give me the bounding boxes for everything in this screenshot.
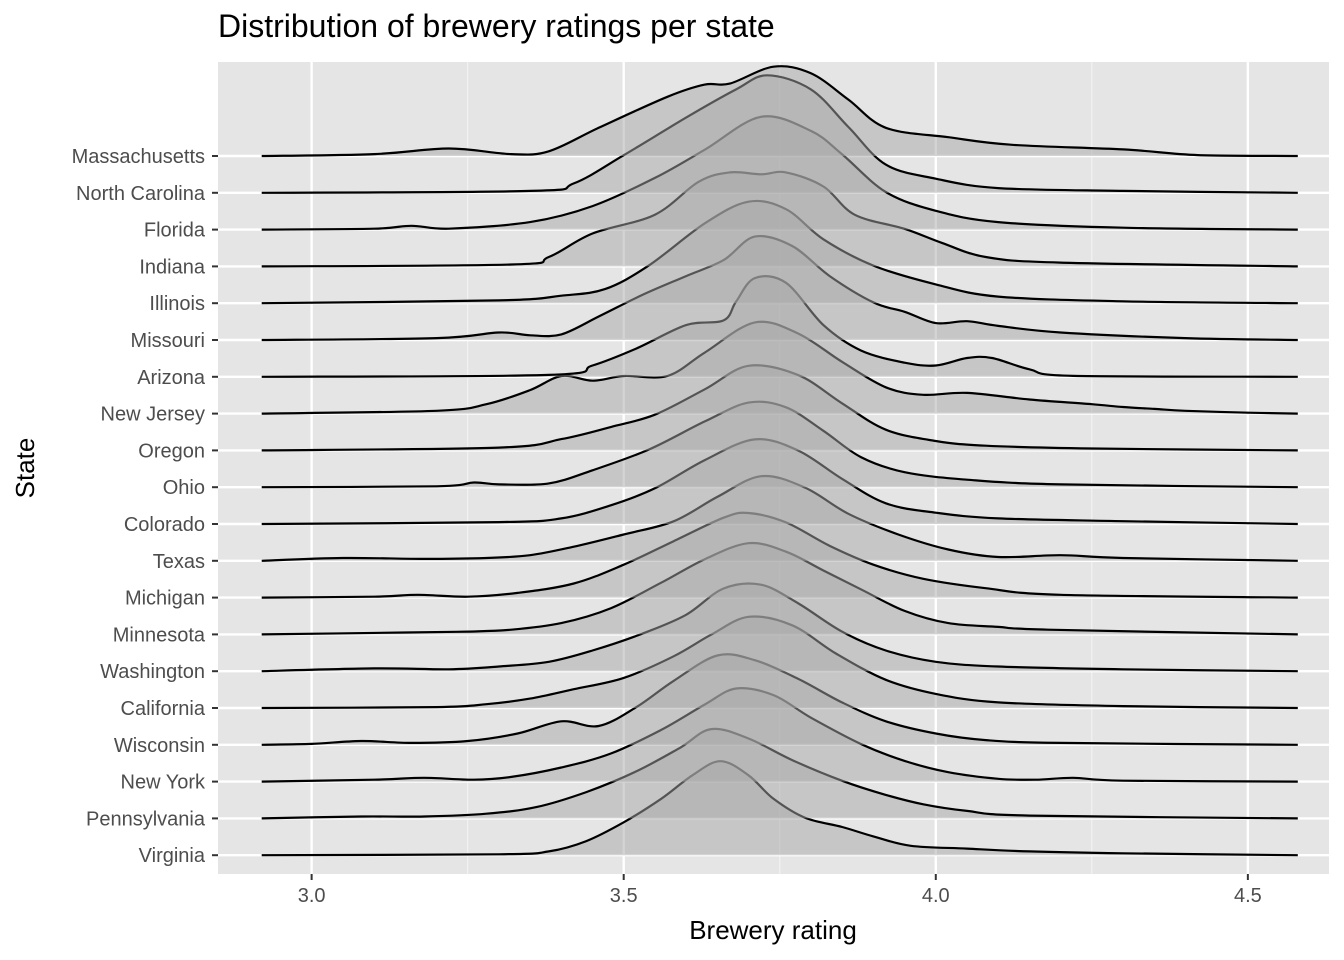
- ridges-layer: [261, 65, 1298, 857]
- y-tick-label: Wisconsin: [114, 735, 205, 757]
- y-tick-label: Illinois: [149, 293, 205, 315]
- y-tick-label: Indiana: [139, 256, 205, 278]
- y-tick-label: Pennsylvania: [86, 808, 206, 830]
- x-axis-title: Brewery rating: [689, 915, 857, 945]
- x-tick-label: 3.0: [298, 885, 326, 907]
- y-tick-label: Texas: [153, 551, 205, 573]
- chart-title: Distribution of brewery ratings per stat…: [218, 8, 775, 44]
- x-tick-label: 4.5: [1234, 885, 1262, 907]
- y-tick-label: Washington: [100, 661, 205, 683]
- y-tick-label: New York: [121, 772, 206, 794]
- x-tick-label: 3.5: [610, 885, 638, 907]
- y-tick-label: Florida: [144, 220, 206, 242]
- y-tick-label: Oregon: [138, 440, 205, 462]
- y-axis-title: State: [10, 438, 40, 499]
- ridge-fill: [261, 66, 1298, 156]
- y-tick-label: Arizona: [137, 367, 206, 389]
- y-tick-label: Minnesota: [113, 624, 206, 646]
- ridge-line: [261, 65, 1298, 158]
- y-tick-label: Michigan: [125, 588, 205, 610]
- y-tick-label: Colorado: [124, 514, 205, 536]
- y-tick-label: Massachusetts: [72, 146, 205, 168]
- y-tick-label: New Jersey: [101, 404, 205, 426]
- y-tick-label: Missouri: [131, 330, 205, 352]
- ridge-massachusetts: [261, 65, 1298, 158]
- x-axis: 3.0 3.5 4.0 4.5: [298, 874, 1262, 907]
- y-tick-label: Virginia: [139, 845, 206, 867]
- y-axis: Massachusetts North Carolina Florida Indian…: [72, 146, 218, 867]
- x-tick-label: 4.0: [922, 885, 950, 907]
- y-tick-label: North Carolina: [76, 183, 206, 205]
- y-tick-label: California: [121, 698, 206, 720]
- y-tick-label: Ohio: [163, 477, 205, 499]
